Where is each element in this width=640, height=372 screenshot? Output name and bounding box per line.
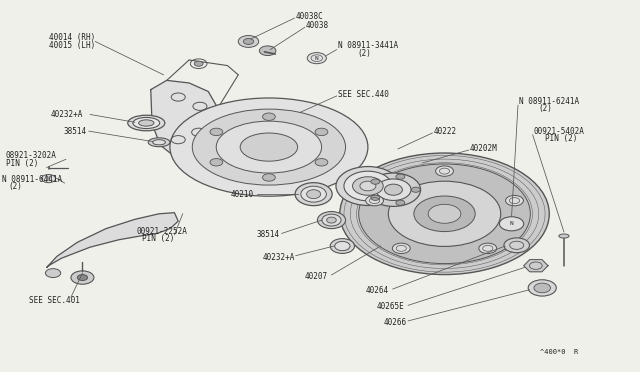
- Text: 38514: 38514: [256, 230, 279, 240]
- Text: SEE SEC.440: SEE SEC.440: [338, 90, 388, 99]
- Circle shape: [534, 283, 550, 293]
- Text: 40015 (LH): 40015 (LH): [49, 41, 95, 50]
- Text: N: N: [47, 176, 50, 181]
- Ellipse shape: [340, 153, 549, 275]
- Ellipse shape: [307, 190, 321, 199]
- Text: 40266: 40266: [384, 318, 407, 327]
- Text: 08921-3202A: 08921-3202A: [6, 151, 57, 160]
- Text: 40232+A: 40232+A: [262, 253, 295, 262]
- Circle shape: [506, 195, 524, 206]
- Ellipse shape: [366, 173, 420, 206]
- Ellipse shape: [330, 238, 355, 253]
- Text: 40038C: 40038C: [296, 12, 323, 21]
- Polygon shape: [524, 260, 548, 272]
- Text: N: N: [315, 56, 319, 61]
- Text: N: N: [509, 221, 513, 226]
- Ellipse shape: [385, 184, 403, 195]
- Text: N 08911-6441A: N 08911-6441A: [2, 175, 62, 184]
- Text: 40014 (RH): 40014 (RH): [49, 33, 95, 42]
- Text: 40210: 40210: [230, 190, 253, 199]
- Circle shape: [396, 200, 405, 205]
- Circle shape: [259, 46, 276, 55]
- Polygon shape: [47, 213, 178, 267]
- Ellipse shape: [428, 204, 461, 223]
- Circle shape: [371, 179, 380, 184]
- Ellipse shape: [353, 177, 383, 195]
- Circle shape: [479, 243, 497, 254]
- Ellipse shape: [301, 186, 326, 202]
- Ellipse shape: [336, 167, 400, 205]
- Ellipse shape: [240, 133, 298, 161]
- Text: SEE SEC.401: SEE SEC.401: [29, 296, 80, 305]
- Circle shape: [194, 61, 203, 66]
- Text: N 08911-3441A: N 08911-3441A: [338, 41, 398, 51]
- Circle shape: [412, 187, 420, 192]
- Ellipse shape: [360, 181, 376, 191]
- Text: 40202M: 40202M: [470, 144, 498, 153]
- Circle shape: [210, 128, 223, 136]
- Text: PIN (2): PIN (2): [6, 158, 38, 167]
- Ellipse shape: [192, 109, 346, 185]
- Circle shape: [504, 238, 529, 253]
- Ellipse shape: [388, 181, 500, 246]
- Ellipse shape: [216, 121, 321, 173]
- Text: 38514: 38514: [63, 126, 86, 136]
- Polygon shape: [151, 80, 218, 159]
- Circle shape: [365, 195, 383, 206]
- Text: 00921-5402A: 00921-5402A: [534, 126, 585, 136]
- Circle shape: [262, 174, 275, 181]
- Text: 40222: 40222: [434, 126, 457, 136]
- Text: (2): (2): [538, 105, 552, 113]
- Circle shape: [392, 243, 410, 254]
- Text: N 08911-6241A: N 08911-6241A: [519, 97, 579, 106]
- Ellipse shape: [133, 118, 160, 129]
- Circle shape: [307, 52, 326, 64]
- Circle shape: [436, 166, 454, 176]
- Circle shape: [77, 275, 88, 280]
- Circle shape: [243, 38, 253, 44]
- Text: 40038: 40038: [306, 22, 329, 31]
- Ellipse shape: [170, 98, 368, 196]
- Circle shape: [315, 128, 328, 136]
- Text: 00921-2252A: 00921-2252A: [136, 227, 187, 236]
- Text: (2): (2): [357, 49, 371, 58]
- Circle shape: [45, 269, 61, 278]
- Text: 40265E: 40265E: [376, 302, 404, 311]
- Ellipse shape: [335, 241, 350, 251]
- Circle shape: [528, 280, 556, 296]
- Ellipse shape: [317, 212, 346, 229]
- Text: 40207: 40207: [305, 272, 328, 281]
- Ellipse shape: [295, 183, 332, 206]
- Ellipse shape: [326, 217, 336, 223]
- Text: 40232+A: 40232+A: [51, 110, 83, 119]
- Circle shape: [371, 195, 380, 201]
- Circle shape: [42, 174, 56, 183]
- Text: 40264: 40264: [366, 286, 389, 295]
- Circle shape: [238, 36, 259, 47]
- Ellipse shape: [414, 196, 475, 232]
- Ellipse shape: [128, 115, 165, 131]
- Text: (2): (2): [8, 182, 22, 191]
- Circle shape: [262, 113, 275, 121]
- Circle shape: [210, 158, 223, 166]
- Text: ^400*0  R: ^400*0 R: [540, 349, 579, 355]
- Text: PIN (2): PIN (2): [143, 234, 175, 243]
- Circle shape: [499, 217, 524, 231]
- Ellipse shape: [358, 164, 531, 264]
- Circle shape: [71, 271, 94, 284]
- Circle shape: [315, 158, 328, 166]
- Ellipse shape: [148, 138, 170, 147]
- Ellipse shape: [559, 234, 569, 238]
- Circle shape: [396, 174, 405, 179]
- Ellipse shape: [139, 120, 154, 126]
- Ellipse shape: [376, 179, 411, 201]
- Ellipse shape: [344, 171, 392, 201]
- Text: PIN (2): PIN (2): [545, 134, 578, 143]
- Ellipse shape: [153, 140, 166, 145]
- Ellipse shape: [322, 214, 341, 226]
